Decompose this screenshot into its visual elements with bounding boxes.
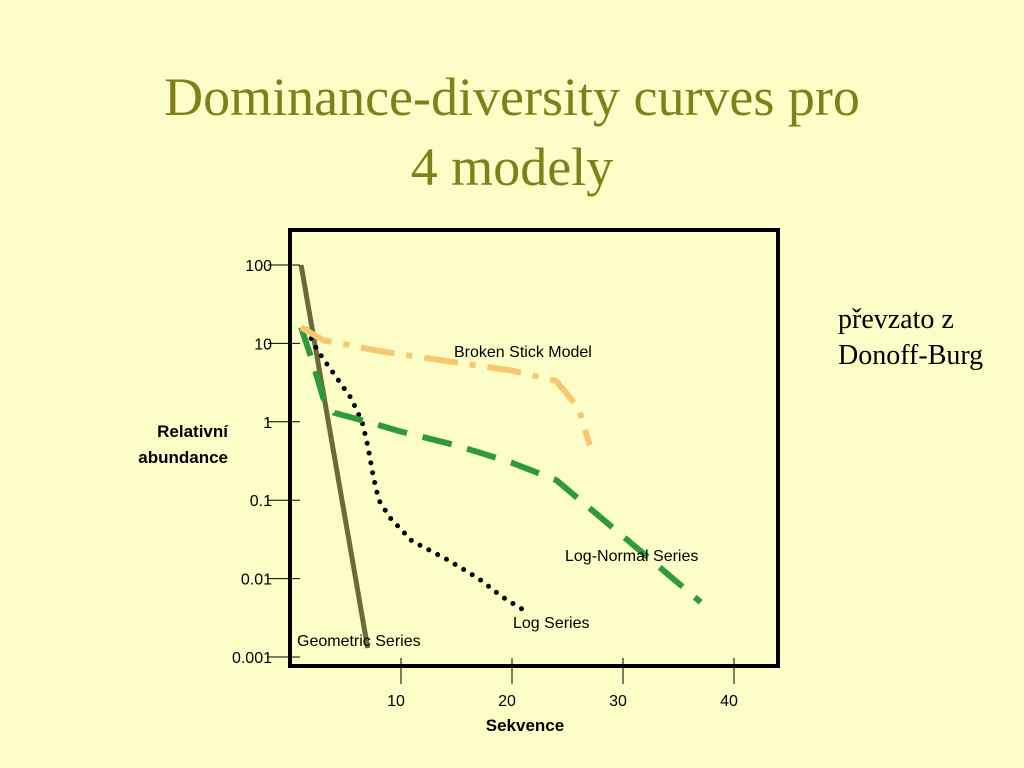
x-tick-label: 20 [498, 693, 516, 710]
y-axis-title-line: Relativní [157, 422, 229, 441]
slide-title-line-1: Dominance-diversity curves pro [164, 67, 860, 127]
series-line-geometric-series [298, 264, 371, 649]
y-tick-label: 0.001 [232, 650, 272, 667]
y-tick-label: 10 [254, 336, 272, 353]
y-tick-label: 0.1 [250, 493, 272, 510]
series-label-log-series: Log Series [513, 615, 590, 632]
y-tick-label: 0.01 [241, 572, 272, 589]
slide-title-line-2: 4 modely [410, 137, 614, 197]
source-note: převzato z Donoff-Burg [838, 304, 984, 371]
x-axis-title: Sekvence [486, 716, 564, 735]
y-axis-title-line: abundance [138, 448, 228, 467]
slide-title: Dominance-diversity curves pro 4 modely [0, 62, 1024, 202]
x-tick-label: 40 [720, 693, 738, 710]
series-line-log-normal-series [298, 326, 703, 605]
series-label-geometric-series: Geometric Series [297, 633, 421, 650]
series-label-log-normal-series: Log-Normal Series [565, 548, 698, 565]
x-tick-label: 10 [387, 693, 405, 710]
y-tick-label: 100 [245, 258, 272, 275]
series-line-log-series [304, 327, 526, 613]
x-tick-label: 30 [609, 693, 627, 710]
plot-frame [288, 228, 780, 668]
y-tick-label: 1 [263, 415, 272, 432]
series-label-broken-stick-model: Broken Stick Model [454, 344, 592, 361]
